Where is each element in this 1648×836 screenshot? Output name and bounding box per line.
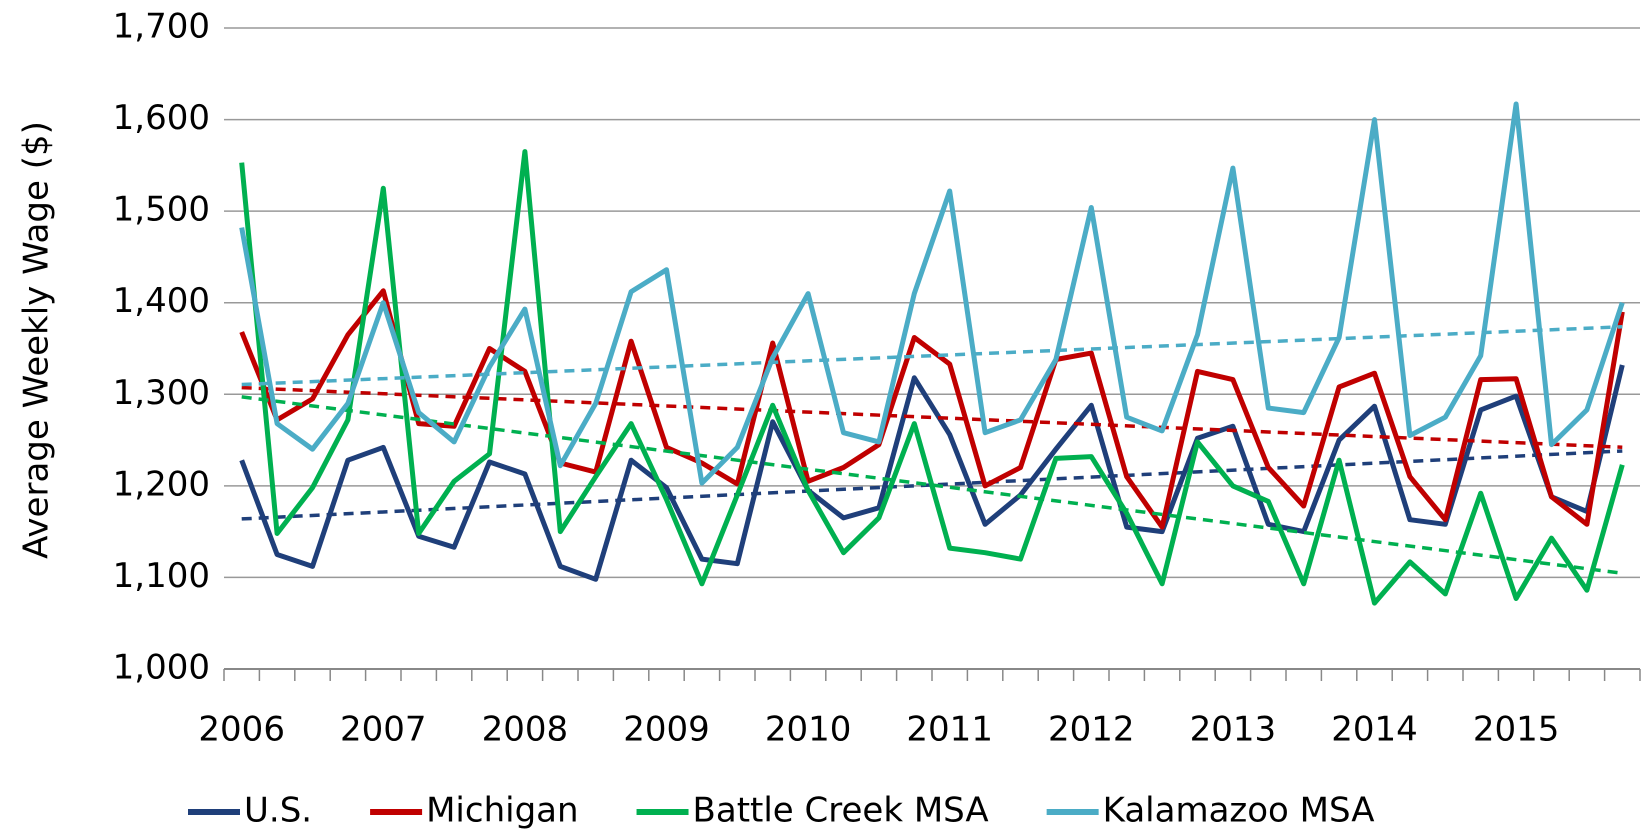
y-axis-label: Average Weekly Wage ($)	[17, 121, 57, 559]
legend-label: U.S.	[244, 791, 312, 831]
series-line	[239, 149, 1625, 606]
y-tick-label: 1,300	[113, 373, 210, 413]
x-tick-label: 2010	[765, 710, 852, 750]
x-tick-label: 2011	[906, 710, 993, 750]
trend-line	[241, 385, 1623, 450]
y-tick-label: 1,700	[113, 7, 210, 47]
legend-label: Battle Creek MSA	[693, 791, 989, 831]
series-line	[239, 101, 1625, 486]
x-tick-label: 2015	[1473, 710, 1560, 750]
x-tick-label: 2013	[1190, 710, 1277, 750]
x-tick-label: 2009	[623, 710, 710, 750]
trend-line	[241, 395, 1623, 575]
y-tick-label: 1,100	[113, 556, 210, 596]
legend-label: Michigan	[426, 791, 578, 831]
y-tick-label: 1,000	[113, 648, 210, 688]
y-tick-label: 1,400	[113, 281, 210, 321]
x-tick-label: 2012	[1048, 710, 1135, 750]
y-tick-label: 1,200	[113, 464, 210, 504]
legend-label: Kalamazoo MSA	[1103, 791, 1375, 831]
y-tick-label: 1,600	[113, 98, 210, 138]
series-line	[239, 288, 1625, 530]
y-tick-label: 1,500	[113, 190, 210, 230]
series-line	[239, 364, 1625, 582]
x-tick-label: 2008	[482, 710, 569, 750]
x-tick-label: 2014	[1331, 710, 1418, 750]
x-tick-label: 2006	[198, 710, 285, 750]
trend-line	[241, 325, 1623, 387]
x-tick-label: 2007	[340, 710, 427, 750]
